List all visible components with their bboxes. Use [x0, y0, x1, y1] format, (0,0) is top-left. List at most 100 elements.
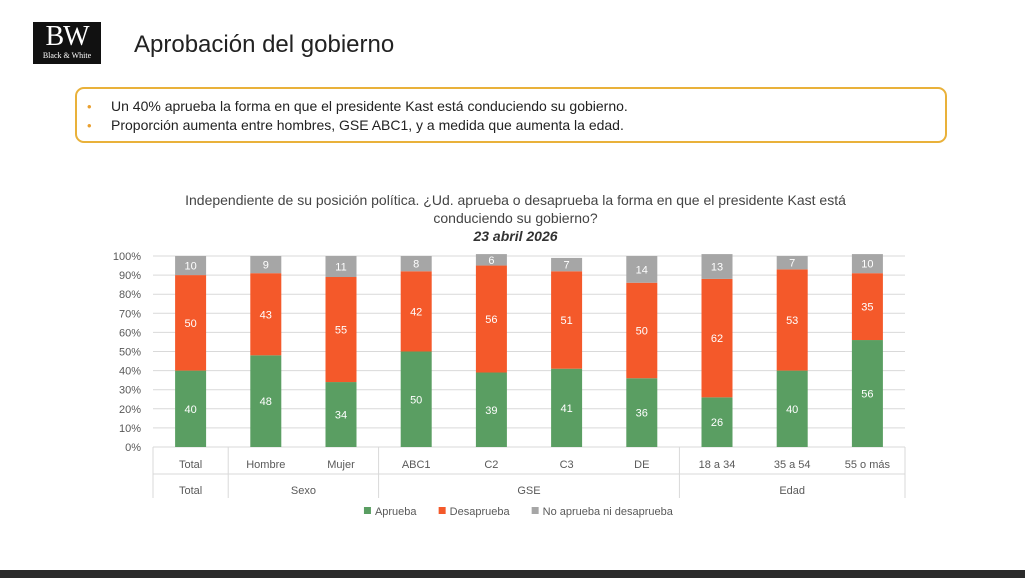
data-label: 34: [335, 410, 347, 422]
y-tick-label: 20%: [119, 404, 141, 416]
group-label: Sexo: [291, 485, 316, 497]
y-tick-label: 30%: [119, 385, 141, 397]
bar-segment: [851, 254, 883, 274]
bar-segment: [701, 254, 733, 279]
y-tick-label: 80%: [119, 289, 141, 301]
group-label: GSE: [517, 485, 540, 497]
data-label: 8: [413, 259, 419, 271]
data-label: 7: [789, 258, 795, 270]
bar-segment: [400, 256, 432, 272]
y-tick-label: 0%: [125, 442, 141, 454]
legend-swatch: [531, 507, 539, 514]
bar-segment: [250, 355, 282, 447]
group-label: Edad: [779, 485, 805, 497]
group-label: Total: [179, 485, 202, 497]
data-label: 43: [260, 309, 272, 321]
x-tick-label: 55 o más: [845, 459, 891, 471]
bar-segment: [250, 256, 282, 274]
legend-label: No aprueba ni desaprueba: [543, 506, 674, 518]
bullet-icon: •: [87, 118, 92, 133]
x-tick-label: ABC1: [402, 459, 431, 471]
bar-segment: [475, 254, 507, 266]
bar-segment: [475, 265, 507, 373]
bar-segment: [400, 271, 432, 352]
bar-segment: [175, 370, 207, 447]
x-tick-label: Total: [179, 459, 202, 471]
y-tick-label: 100%: [113, 251, 141, 263]
y-tick-label: 50%: [119, 347, 141, 359]
bar-segment: [551, 271, 583, 369]
bar-segment: [475, 372, 507, 447]
data-label: 42: [410, 306, 422, 318]
logo: BW Black & White: [33, 22, 101, 64]
bar-segment: [175, 256, 207, 276]
data-label: 11: [335, 262, 346, 274]
bar-segment: [851, 273, 883, 341]
data-label: 14: [636, 264, 648, 276]
bar-segment: [325, 256, 357, 278]
bar-segment: [851, 340, 883, 447]
x-tick-label: Mujer: [327, 459, 355, 471]
x-tick-label: C3: [560, 459, 574, 471]
summary-bullet: • Un 40% aprueba la forma en que el presi…: [87, 97, 935, 116]
bar-segment: [701, 278, 733, 398]
data-label: 62: [711, 333, 723, 345]
data-label: 10: [184, 261, 196, 273]
bar-segment: [400, 351, 432, 447]
data-label: 40: [786, 404, 798, 416]
y-tick-label: 10%: [119, 423, 141, 435]
bar-segment: [626, 256, 658, 283]
x-tick-label: C2: [484, 459, 498, 471]
data-label: 53: [786, 315, 798, 327]
logo-subtitle: Black & White: [42, 51, 92, 60]
data-label: 51: [560, 315, 572, 327]
data-label: 56: [485, 314, 497, 326]
bar-segment: [701, 397, 733, 447]
y-tick-label: 90%: [119, 270, 141, 282]
bar-segment: [551, 368, 583, 447]
data-label: 9: [263, 260, 269, 272]
bar-segment: [551, 257, 583, 272]
chart-question: Independiente de su posición política. ¿…: [185, 192, 846, 226]
bar-segment: [325, 382, 357, 447]
data-label: 10: [861, 259, 873, 271]
x-tick-label: 35 a 54: [774, 459, 811, 471]
bar-segment: [175, 275, 207, 371]
data-label: 50: [184, 318, 196, 330]
data-label: 50: [636, 325, 648, 337]
bullet-icon: •: [87, 99, 92, 114]
x-tick-label: DE: [634, 459, 649, 471]
x-tick-label: Hombre: [246, 459, 285, 471]
x-tick-label: 18 a 34: [699, 459, 736, 471]
bar-segment: [626, 378, 658, 447]
data-label: 6: [488, 255, 494, 267]
data-label: 55: [335, 325, 347, 337]
chart-date: 23 abril 2026: [473, 228, 558, 244]
data-label: 40: [184, 404, 196, 416]
data-label: 48: [260, 396, 272, 408]
bar-segment: [776, 370, 808, 447]
legend-swatch: [438, 507, 446, 514]
bar-segment: [250, 273, 282, 356]
data-label: 39: [485, 405, 497, 417]
summary-callout: • Un 40% aprueba la forma en que el presi…: [75, 87, 947, 143]
data-label: 56: [861, 389, 873, 401]
data-label: 41: [560, 403, 572, 415]
y-tick-label: 60%: [119, 327, 141, 339]
page-title: Aprobación del gobierno: [134, 31, 395, 58]
bar-segment: [776, 256, 808, 270]
legend-label: Desaprueba: [450, 506, 511, 518]
logo-mark: BW: [45, 21, 89, 52]
bar-segment: [776, 269, 808, 371]
data-label: 7: [564, 260, 570, 272]
legend-swatch: [363, 507, 371, 514]
footer-bar: [0, 570, 1025, 578]
data-label: 26: [711, 417, 723, 429]
y-tick-label: 40%: [119, 366, 141, 378]
data-label: 35: [861, 302, 873, 314]
bar-segment: [626, 282, 658, 379]
legend-label: Aprueba: [375, 506, 417, 518]
data-label: 36: [636, 408, 648, 420]
y-tick-label: 70%: [119, 308, 141, 320]
